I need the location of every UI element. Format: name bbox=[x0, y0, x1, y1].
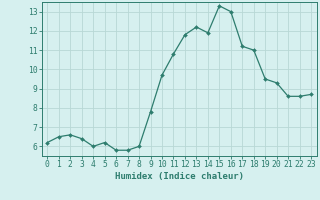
X-axis label: Humidex (Indice chaleur): Humidex (Indice chaleur) bbox=[115, 172, 244, 181]
